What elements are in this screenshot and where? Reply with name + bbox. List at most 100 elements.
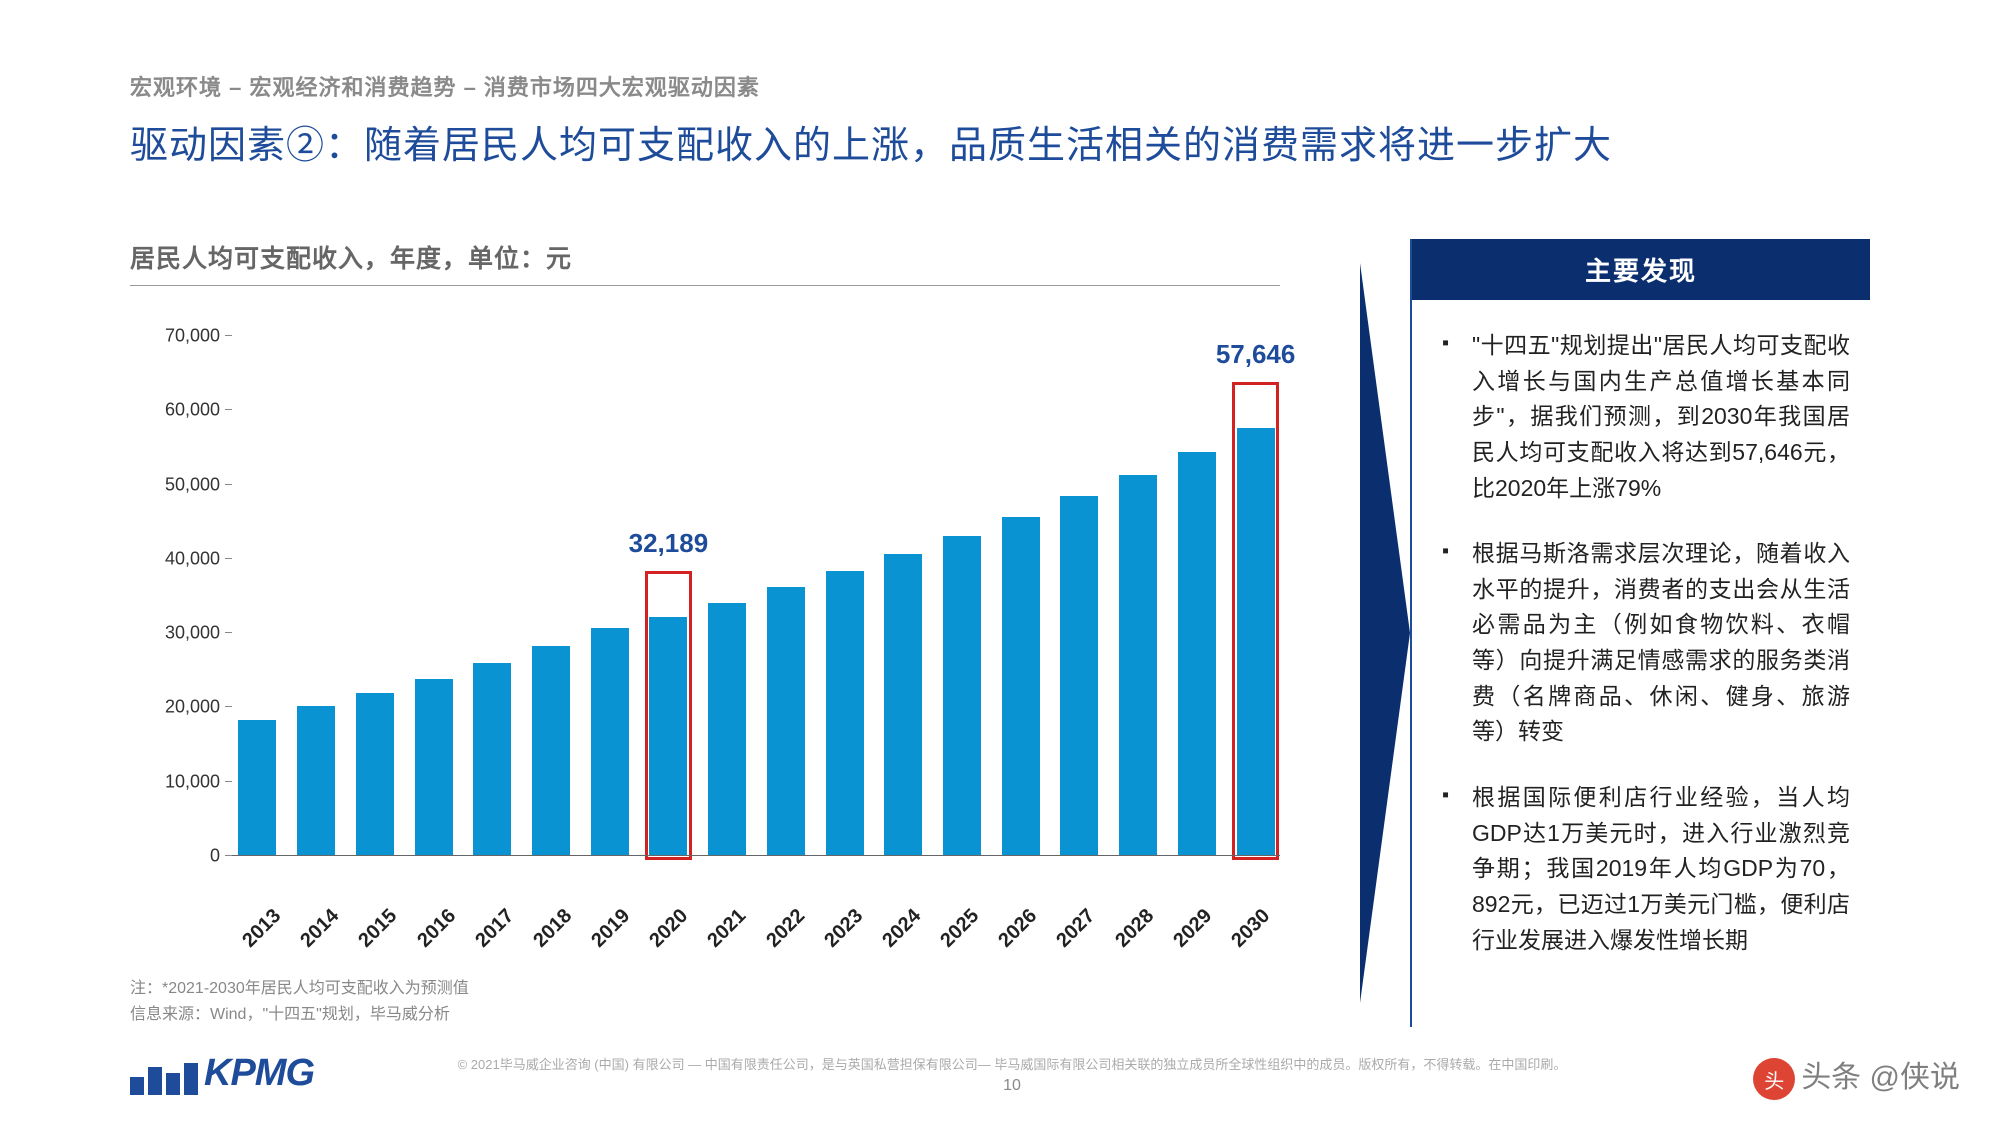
x-tick-label: 2028 bbox=[1106, 900, 1163, 957]
y-tick-mark bbox=[225, 632, 232, 633]
bar bbox=[356, 693, 394, 856]
x-tick-label: 2013 bbox=[233, 900, 290, 957]
bar-wrap bbox=[292, 336, 341, 856]
bar bbox=[767, 587, 805, 856]
slide: 宏观环境 – 宏观经济和消费趋势 – 消费市场四大宏观驱动因素 驱动因素②：随着… bbox=[0, 0, 2000, 1125]
arrow-column bbox=[1360, 239, 1410, 1027]
bar-wrap bbox=[409, 336, 458, 856]
bar-value-label: 32,189 bbox=[629, 528, 709, 559]
bar-wrap bbox=[233, 336, 282, 856]
logo-text: KPMG bbox=[204, 1052, 314, 1095]
x-tick-label: 2021 bbox=[699, 900, 756, 957]
x-tick-label: 2025 bbox=[931, 900, 988, 957]
note-line: 注：*2021-2030年居民人均可支配收入为预测值 bbox=[130, 976, 1280, 1002]
bar-wrap bbox=[938, 336, 987, 856]
x-tick-label: 2024 bbox=[873, 900, 930, 957]
copyright-text: © 2021毕马威企业咨询 (中国) 有限公司 — 中国有限责任公司，是与英国私… bbox=[314, 1054, 1710, 1073]
sidebar: 主要发现 "十四五"规划提出"居民人均可支配收入增长与国内生产总值增长基本同步"… bbox=[1360, 239, 1870, 1027]
bar bbox=[591, 628, 629, 856]
x-tick-label: 2014 bbox=[292, 900, 349, 957]
bar-wrap bbox=[879, 336, 928, 856]
findings-list: "十四五"规划提出"居民人均可支配收入增长与国内生产总值增长基本同步"，据我们预… bbox=[1442, 328, 1850, 958]
y-tick-mark bbox=[225, 558, 232, 559]
bars-container: 32,18957,646 bbox=[233, 336, 1280, 856]
watermark-icon: 头 bbox=[1753, 1058, 1795, 1100]
bar-wrap bbox=[468, 336, 517, 856]
footer: KPMG © 2021毕马威企业咨询 (中国) 有限公司 — 中国有限责任公司，… bbox=[130, 1052, 1870, 1095]
bar bbox=[826, 571, 864, 856]
x-tick-label: 2026 bbox=[990, 900, 1047, 957]
x-tick-label: 2020 bbox=[641, 900, 698, 957]
y-tick-mark bbox=[225, 855, 232, 856]
bar bbox=[238, 720, 276, 856]
x-tick-label: 2027 bbox=[1048, 900, 1105, 957]
bar-wrap bbox=[1055, 336, 1104, 856]
y-tick-label: 10,000 bbox=[130, 771, 220, 792]
bar bbox=[473, 663, 511, 856]
bar-wrap bbox=[703, 336, 752, 856]
y-tick-mark bbox=[225, 706, 232, 707]
y-tick-label: 30,000 bbox=[130, 623, 220, 644]
y-tick-label: 0 bbox=[130, 846, 220, 867]
bar-value-label: 57,646 bbox=[1216, 339, 1296, 370]
breadcrumb: 宏观环境 – 宏观经济和消费趋势 – 消费市场四大宏观驱动因素 bbox=[130, 70, 1870, 102]
x-tick-label: 2019 bbox=[582, 900, 639, 957]
bar bbox=[415, 679, 453, 856]
bar-wrap bbox=[1114, 336, 1163, 856]
x-tick-label: 2023 bbox=[815, 900, 872, 957]
page-number: 10 bbox=[314, 1077, 1710, 1095]
arrow-icon bbox=[1360, 263, 1410, 1003]
chart-title: 居民人均可支配收入，年度，单位：元 bbox=[130, 239, 1280, 286]
x-tick-label: 2018 bbox=[524, 900, 581, 957]
findings-item: 根据国际便利店行业经验，当人均GDP达1万美元时，进入行业激烈竞争期；我国201… bbox=[1442, 780, 1850, 958]
bar bbox=[297, 706, 335, 856]
bar-wrap: 32,189 bbox=[644, 336, 693, 856]
findings-item: "十四五"规划提出"居民人均可支配收入增长与国内生产总值增长基本同步"，据我们预… bbox=[1442, 328, 1850, 506]
bar-chart: 32,18957,646 201320142015201620172018201… bbox=[130, 336, 1280, 956]
bar bbox=[1060, 496, 1098, 856]
bar bbox=[1237, 428, 1275, 856]
note-line: 信息来源：Wind，"十四五"规划，毕马威分析 bbox=[130, 1002, 1280, 1028]
y-tick-mark bbox=[225, 781, 232, 782]
logo-bars-icon bbox=[130, 1063, 198, 1095]
bar-wrap bbox=[585, 336, 634, 856]
x-tick-label: 2016 bbox=[408, 900, 465, 957]
x-labels: 2013201420152016201720182019202020212022… bbox=[233, 903, 1280, 926]
findings-body: "十四五"规划提出"居民人均可支配收入增长与国内生产总值增长基本同步"，据我们预… bbox=[1412, 300, 1870, 1008]
watermark-prefix: 头条 bbox=[1801, 1061, 1861, 1094]
x-axis-line bbox=[225, 855, 1280, 856]
watermark: 头头条 @侠说 bbox=[1753, 1052, 1960, 1100]
bar bbox=[884, 554, 922, 856]
bar bbox=[1178, 452, 1216, 856]
findings-header: 主要发现 bbox=[1412, 239, 1870, 300]
bar bbox=[943, 536, 981, 856]
bar bbox=[649, 617, 687, 856]
x-tick-label: 2030 bbox=[1222, 900, 1279, 957]
bar bbox=[532, 646, 570, 856]
bar-wrap bbox=[761, 336, 810, 856]
y-tick-label: 40,000 bbox=[130, 548, 220, 569]
bar-wrap bbox=[1173, 336, 1222, 856]
y-tick-label: 20,000 bbox=[130, 697, 220, 718]
y-tick-mark bbox=[225, 335, 232, 336]
bar bbox=[1002, 517, 1040, 856]
kpmg-logo: KPMG bbox=[130, 1052, 314, 1095]
x-tick-label: 2015 bbox=[350, 900, 407, 957]
y-tick-mark bbox=[225, 484, 232, 485]
x-tick-label: 2017 bbox=[466, 900, 523, 957]
y-tick-mark bbox=[225, 409, 232, 410]
bar-wrap bbox=[996, 336, 1045, 856]
bar-wrap bbox=[527, 336, 576, 856]
chart-notes: 注：*2021-2030年居民人均可支配收入为预测值 信息来源：Wind，"十四… bbox=[130, 976, 1280, 1027]
y-tick-label: 70,000 bbox=[130, 326, 220, 347]
bar-wrap bbox=[820, 336, 869, 856]
watermark-text: @侠说 bbox=[1870, 1061, 1960, 1094]
footer-center: © 2021毕马威企业咨询 (中国) 有限公司 — 中国有限责任公司，是与英国私… bbox=[314, 1054, 1710, 1095]
y-tick-label: 60,000 bbox=[130, 400, 220, 421]
page-title: 驱动因素②：随着居民人均可支配收入的上涨，品质生活相关的消费需求将进一步扩大 bbox=[130, 114, 1870, 169]
bar bbox=[1119, 475, 1157, 856]
x-tick-label: 2029 bbox=[1164, 900, 1221, 957]
findings-item: 根据马斯洛需求层次理论，随着收入水平的提升，消费者的支出会从生活必需品为主（例如… bbox=[1442, 536, 1850, 750]
content-row: 居民人均可支配收入，年度，单位：元 32,18957,646 201320142… bbox=[130, 239, 1870, 1027]
bar-wrap bbox=[350, 336, 399, 856]
